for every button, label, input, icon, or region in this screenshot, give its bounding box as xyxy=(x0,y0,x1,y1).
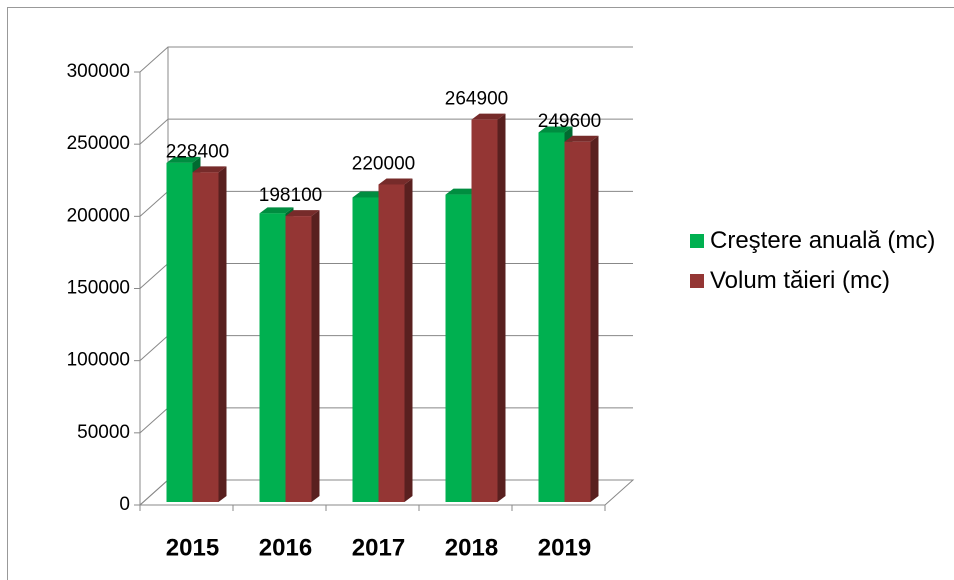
bar-face xyxy=(590,135,599,502)
bar-face xyxy=(285,216,312,502)
y-tick-label: 150000 xyxy=(67,278,130,299)
y-tick-label: 300000 xyxy=(67,61,130,82)
bar-face xyxy=(311,210,320,502)
bar-face xyxy=(404,178,413,502)
bar xyxy=(564,135,599,502)
bar-face xyxy=(497,113,506,502)
bar xyxy=(285,210,320,502)
chart-border xyxy=(7,7,954,580)
y-tick-label: 100000 xyxy=(67,350,130,371)
bar-face xyxy=(218,166,227,503)
bar-face xyxy=(445,194,472,502)
data-label: 264900 xyxy=(445,89,508,110)
bar xyxy=(192,166,227,503)
bar-face xyxy=(471,113,506,120)
data-label: 249600 xyxy=(538,111,601,132)
x-tick-label: 2019 xyxy=(538,534,591,561)
legend-swatch xyxy=(690,234,704,248)
legend-item: Volum tăieri (mc) xyxy=(690,266,945,296)
legend: Creştere anuală (mc) Volum tăieri (mc) xyxy=(690,226,945,306)
x-tick-label: 2018 xyxy=(445,534,498,561)
y-tick-label: 250000 xyxy=(67,133,130,154)
bar-face xyxy=(538,132,565,503)
bar-face xyxy=(259,207,294,214)
legend-swatch xyxy=(690,274,704,288)
bar-face xyxy=(166,162,193,503)
bar-face xyxy=(259,213,286,503)
bar-face xyxy=(378,178,413,185)
bar-face xyxy=(471,119,498,502)
x-tick-label: 2015 xyxy=(166,534,219,561)
y-tick-label: 200000 xyxy=(67,205,130,226)
bar-face xyxy=(445,188,480,195)
y-tick-label: 50000 xyxy=(77,422,130,443)
data-label: 198100 xyxy=(259,185,322,206)
y-tick-label: 0 xyxy=(119,494,130,515)
data-label: 228400 xyxy=(166,141,229,162)
grid-line xyxy=(139,46,633,73)
x-tick-label: 2017 xyxy=(352,534,405,561)
bar-face xyxy=(538,126,573,133)
bar-face xyxy=(352,197,379,502)
legend-item: Creştere anuală (mc) xyxy=(690,226,945,256)
bar-face xyxy=(352,191,387,198)
bar-face xyxy=(192,172,219,503)
bar-face xyxy=(192,166,227,173)
legend-label: Volum tăieri (mc) xyxy=(710,267,891,294)
bar-face xyxy=(378,184,405,502)
bar xyxy=(378,178,413,502)
bar-face xyxy=(564,135,599,142)
legend-label: Creştere anuală (mc) xyxy=(710,227,936,254)
bar-face xyxy=(285,210,320,217)
bar xyxy=(471,113,506,502)
data-label: 220000 xyxy=(352,153,415,174)
bar-face xyxy=(166,156,201,163)
bar-face xyxy=(564,141,591,502)
x-tick-label: 2016 xyxy=(259,534,312,561)
